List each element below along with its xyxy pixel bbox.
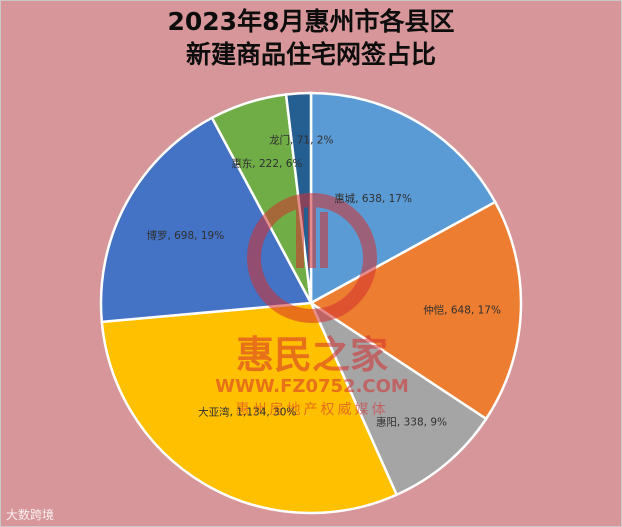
watermark-brand: 惠民之家 [236, 333, 388, 377]
watermark-bar [320, 212, 328, 268]
pie-slice-2 [308, 299, 488, 497]
watermark-url: WWW.FZ0752.COM [215, 376, 409, 397]
watermark-tagline: 惠州房地产权威媒体 [236, 402, 389, 418]
chart-title-line2: 新建商品住宅网签占比 [185, 40, 436, 69]
pie-slice-3 [100, 301, 399, 515]
pie-slice-0 [309, 91, 497, 306]
source-credit: 大数跨境 [6, 508, 55, 522]
slice-label-3: 大亚湾, 1,134, 30% [198, 406, 296, 419]
chart-title-line1: 2023年8月惠州市各县区 [167, 7, 455, 36]
slice-label-5: 惠东, 222, 6% [231, 157, 302, 170]
slice-label-2: 惠阳, 338, 9% [376, 416, 447, 429]
slice-label-0: 惠城, 638, 17% [334, 192, 412, 205]
slice-label-6: 龙门, 71, 2% [269, 133, 333, 146]
watermark-bar [296, 208, 304, 268]
slice-label-1: 仲恺, 648, 17% [423, 303, 501, 316]
pie-slice-1 [308, 200, 523, 421]
watermark-logo: 惠民之家 WWW.FZ0752.COM 惠州房地产权威媒体 [215, 193, 409, 418]
slice-label-4: 博罗, 698, 19% [146, 229, 224, 242]
watermark-bar [308, 198, 316, 268]
